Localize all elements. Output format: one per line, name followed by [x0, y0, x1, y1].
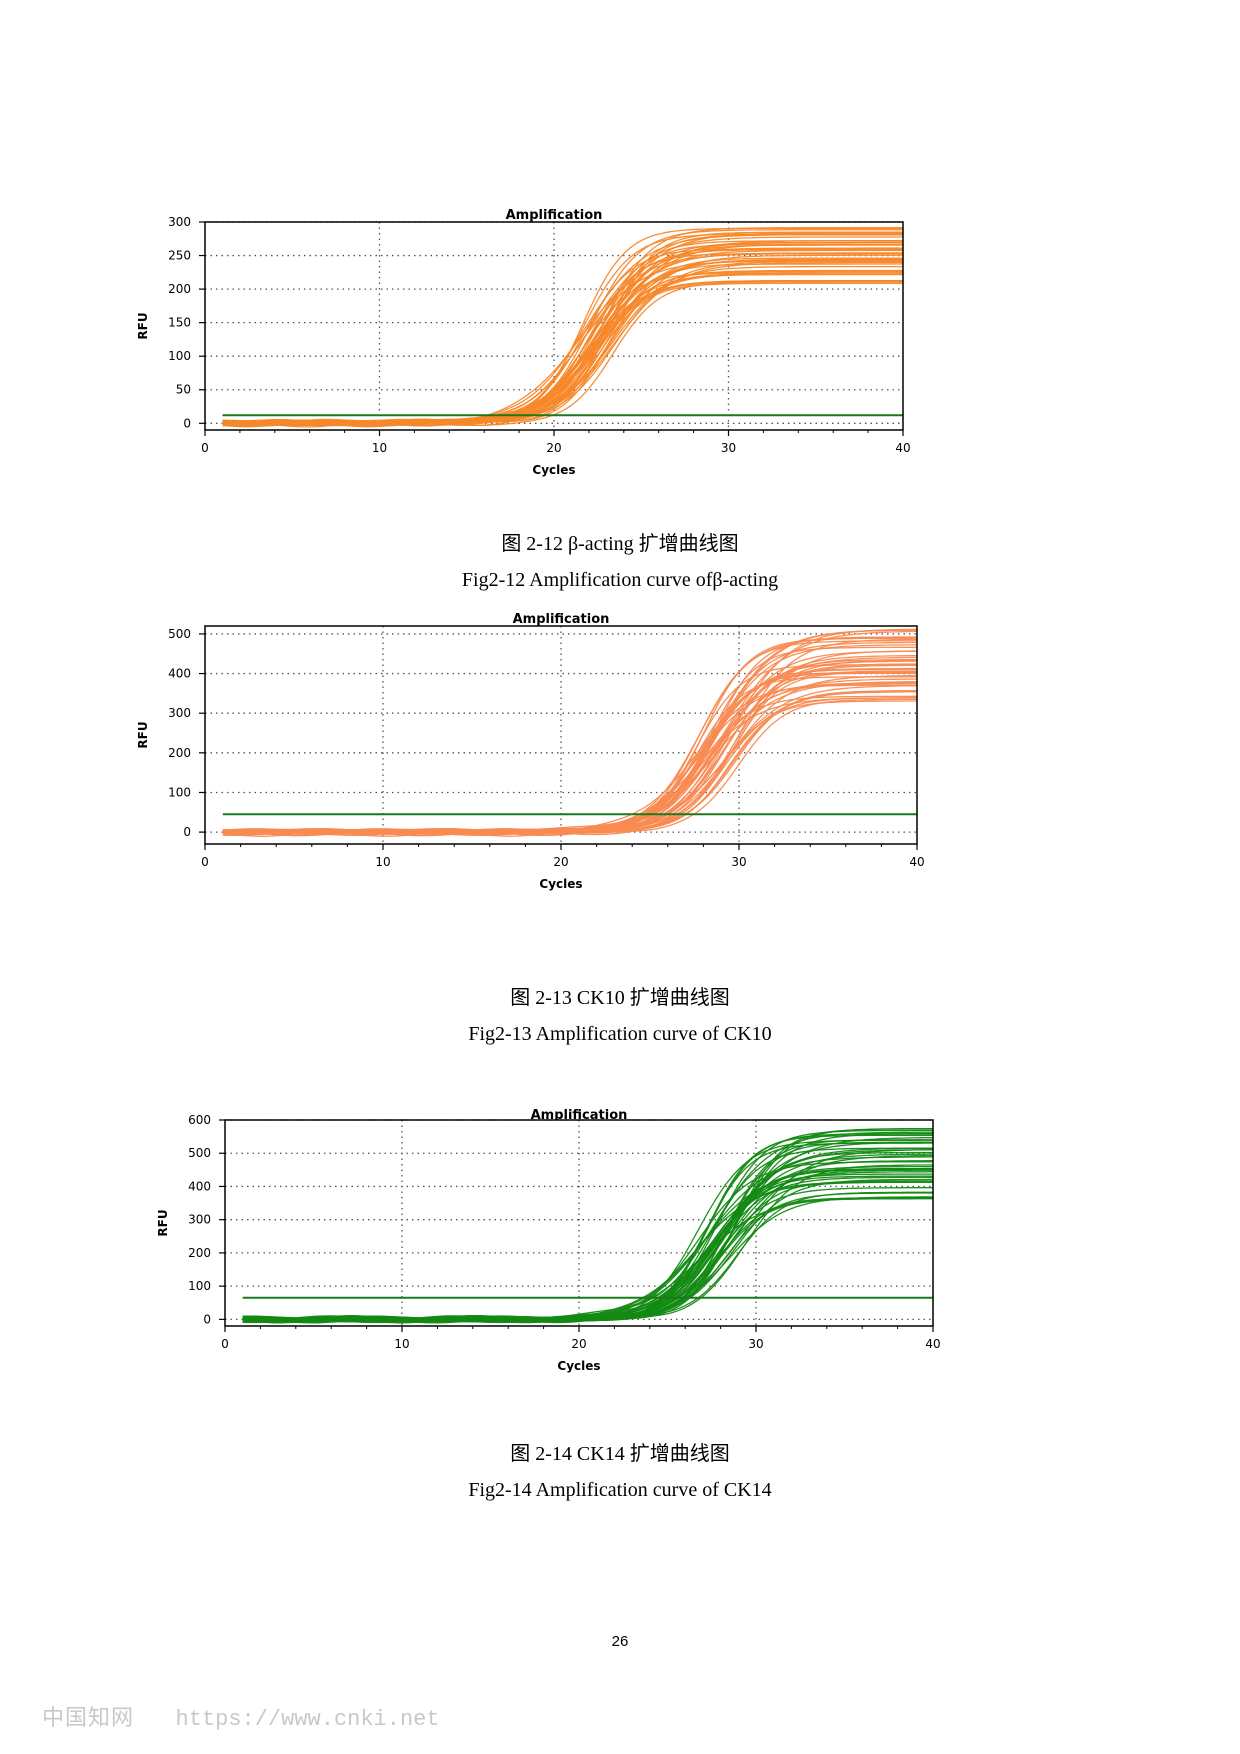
amplification-curve [222, 249, 903, 424]
y-tick-label: 500 [168, 627, 191, 641]
amplification-curve [222, 234, 903, 424]
plot-area [225, 1120, 933, 1326]
x-tick-label: 20 [571, 1337, 586, 1351]
y-tick-label: 0 [203, 1312, 211, 1326]
x-tick-label: 10 [372, 441, 387, 455]
caption-en-2-13: Fig2-13 Amplification curve of CK10 [468, 1023, 772, 1045]
x-axis-label: Cycles [539, 877, 582, 891]
x-axis-label: Cycles [557, 1359, 600, 1373]
y-tick-label: 100 [168, 349, 191, 363]
chart-beta-acting-svg: Amplification 0 10 20 30 40 0 50 100 150 200 250 300… [136, 208, 911, 477]
y-tick-label: 300 [168, 215, 191, 229]
y-tick-label: 500 [188, 1146, 211, 1160]
x-tick-label: 0 [221, 1337, 229, 1351]
y-tick-label: 50 [176, 383, 191, 397]
y-tick-label: 300 [168, 706, 191, 720]
y-axis-label: RFU [136, 721, 150, 748]
cnki-watermark: 中国知网 https://www.cnki.net [42, 1700, 440, 1732]
chart-title: Amplification [513, 612, 610, 627]
chart-ck14: Amplification 0 10 20 30 40 0 100 200 300 400 500 60… [130, 1108, 1070, 1428]
amplification-curve [242, 1139, 933, 1323]
gridlines [205, 626, 917, 844]
caption-en-2-12: Fig2-12 Amplification curve ofβ-acting [461, 569, 779, 591]
x-tick-label: 20 [553, 855, 568, 869]
chart-beta-acting: Amplification 0 10 20 30 40 0 50 100 150 200 250 300… [130, 208, 1030, 518]
y-axis-label: RFU [156, 1209, 170, 1236]
y-tick-label: 600 [188, 1113, 211, 1127]
x-tick-label: 30 [721, 441, 736, 455]
amplification-curve [242, 1173, 933, 1324]
amplification-curve [242, 1168, 933, 1323]
x-tick-label: 10 [394, 1337, 409, 1351]
y-tick-label: 100 [188, 1279, 211, 1293]
watermark-url: https://www.cnki.net [175, 1707, 440, 1732]
caption-cn-2-14: 图 2-14 CK14 扩增曲线图 [510, 1443, 730, 1465]
amplification-curves [242, 1127, 934, 1324]
chart-ck10: Amplification 0 10 20 30 40 0 100 200 300 400 500 Cy… [130, 612, 1050, 942]
y-tick-label: 0 [183, 825, 191, 839]
amplification-curves [222, 227, 903, 428]
amplification-curve [222, 658, 917, 837]
amplification-curve [242, 1196, 933, 1321]
x-tick-label: 30 [731, 855, 746, 869]
x-tick-label: 40 [909, 855, 924, 869]
chart-title: Amplification [506, 208, 603, 223]
y-tick-label: 150 [168, 316, 191, 330]
y-tick-label: 400 [168, 667, 191, 681]
x-tick-label: 20 [546, 441, 561, 455]
watermark-site-name: 中国知网 [42, 1706, 135, 1731]
y-tick-label: 0 [183, 416, 191, 430]
amplification-curves [222, 628, 918, 837]
amplification-curve [222, 233, 903, 427]
axes: 0 10 20 30 40 0 50 100 150 200 250 300 [168, 215, 911, 455]
x-tick-label: 30 [748, 1337, 763, 1351]
y-tick-label: 100 [168, 785, 191, 799]
x-tick-label: 10 [375, 855, 390, 869]
y-tick-label: 200 [188, 1246, 211, 1260]
x-axis-label: Cycles [532, 463, 575, 477]
x-tick-label: 0 [201, 441, 209, 455]
amplification-curve [222, 263, 903, 426]
caption-cn-2-13: 图 2-13 CK10 扩增曲线图 [510, 987, 730, 1009]
y-axis-label: RFU [136, 312, 150, 339]
caption-cn-2-12: 图 2-12 β-acting 扩增曲线图 [501, 533, 739, 555]
y-tick-label: 300 [188, 1213, 211, 1227]
y-tick-label: 200 [168, 282, 191, 296]
y-tick-label: 200 [168, 746, 191, 760]
x-tick-label: 40 [895, 441, 910, 455]
x-tick-label: 0 [201, 855, 209, 869]
x-tick-label: 40 [925, 1337, 940, 1351]
caption-en-2-14: Fig2-14 Amplification curve of CK14 [468, 1479, 772, 1501]
y-tick-label: 400 [188, 1179, 211, 1193]
amplification-curve [222, 671, 917, 834]
y-tick-label: 250 [168, 249, 191, 263]
page-number: 26 [611, 1633, 629, 1650]
amplification-curve [222, 247, 903, 424]
